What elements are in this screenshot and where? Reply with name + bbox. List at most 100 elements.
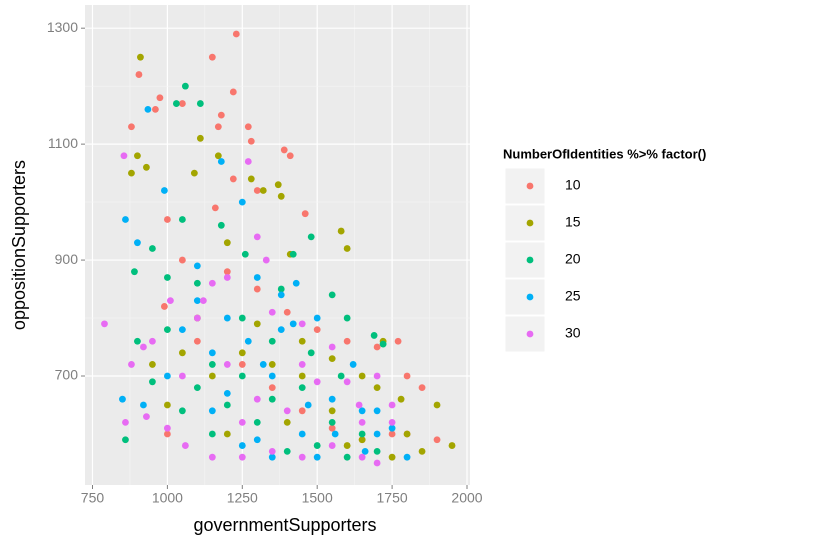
- point: [298, 453, 306, 461]
- point: [193, 337, 201, 345]
- point: [238, 418, 246, 426]
- point: [328, 395, 336, 403]
- legend-label: 25: [565, 288, 581, 304]
- point: [178, 349, 186, 357]
- point: [160, 303, 168, 310]
- y-axis-title: oppositionSupporters: [9, 160, 29, 330]
- point: [259, 361, 267, 368]
- point: [313, 314, 321, 322]
- point: [331, 430, 339, 438]
- point: [268, 384, 276, 392]
- point: [143, 163, 150, 171]
- point: [388, 453, 396, 461]
- point: [328, 291, 336, 299]
- point: [343, 314, 351, 322]
- point: [181, 442, 189, 449]
- point: [208, 453, 216, 461]
- point: [199, 297, 207, 305]
- point: [277, 285, 285, 293]
- point: [298, 430, 306, 438]
- point: [313, 326, 321, 334]
- point: [292, 279, 300, 287]
- point: [128, 361, 135, 368]
- point: [289, 250, 297, 258]
- point: [418, 384, 426, 392]
- point: [223, 430, 231, 438]
- point: [156, 94, 164, 102]
- point: [193, 279, 201, 287]
- point: [313, 453, 321, 461]
- point: [223, 274, 231, 281]
- point: [370, 332, 378, 339]
- point: [101, 320, 108, 328]
- point: [253, 274, 261, 281]
- point: [343, 337, 351, 345]
- legend-key: [504, 315, 546, 353]
- point: [120, 152, 128, 160]
- x-tick-label: 1000: [152, 490, 183, 506]
- point: [298, 337, 306, 345]
- point: [134, 152, 141, 160]
- point: [217, 158, 225, 165]
- y-tick-label: 1300: [47, 19, 78, 35]
- point: [149, 378, 156, 386]
- point: [328, 407, 336, 415]
- point: [358, 430, 366, 438]
- point: [379, 340, 387, 348]
- point: [178, 100, 186, 107]
- point: [253, 418, 261, 426]
- point: [208, 279, 216, 287]
- x-tick-label: 2000: [451, 490, 482, 506]
- point: [223, 390, 231, 397]
- point: [238, 198, 246, 206]
- point: [304, 401, 312, 409]
- legend-swatch: [526, 256, 534, 264]
- point: [244, 123, 252, 131]
- point: [134, 337, 141, 345]
- point: [193, 314, 201, 322]
- point: [268, 447, 276, 455]
- point: [244, 337, 252, 345]
- point: [298, 361, 306, 368]
- point: [397, 395, 405, 403]
- point: [289, 320, 297, 328]
- point: [373, 343, 381, 351]
- point: [238, 372, 246, 380]
- point: [134, 239, 141, 247]
- point: [208, 372, 216, 380]
- y-tick-label: 700: [55, 367, 79, 383]
- point: [388, 401, 396, 409]
- point: [253, 320, 261, 328]
- point: [178, 256, 186, 264]
- point: [448, 442, 456, 449]
- point: [238, 314, 246, 322]
- point: [388, 424, 396, 432]
- point: [277, 326, 285, 334]
- point: [298, 384, 306, 392]
- panel: [85, 5, 470, 485]
- point: [349, 361, 357, 368]
- point: [152, 105, 159, 113]
- point: [238, 349, 246, 357]
- point: [119, 395, 126, 403]
- point: [328, 424, 336, 432]
- y-tick-label: 1100: [48, 135, 78, 151]
- point: [135, 71, 143, 78]
- legend-key: [504, 278, 546, 316]
- point: [343, 245, 351, 252]
- point: [403, 453, 411, 461]
- point: [163, 424, 171, 432]
- point: [140, 401, 147, 409]
- point: [208, 407, 216, 415]
- point: [337, 372, 345, 380]
- point: [283, 447, 291, 455]
- point: [358, 436, 366, 444]
- point: [122, 436, 129, 444]
- point: [358, 407, 366, 415]
- point: [163, 372, 171, 380]
- point: [373, 407, 381, 415]
- point: [328, 355, 336, 363]
- point: [373, 447, 381, 455]
- point: [373, 459, 381, 467]
- point: [223, 239, 231, 247]
